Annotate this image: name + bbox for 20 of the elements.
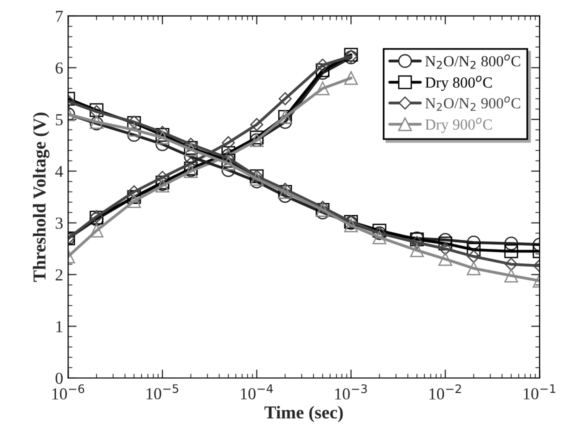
x-tick-label: 10$^{−4}$	[240, 384, 273, 400]
y-tick-label: 1	[56, 321, 62, 332]
legend-label: Dry 900$^{o}$C	[425, 118, 492, 133]
y-tick-label: 7	[56, 10, 63, 22]
y-axis-title: Threshold Voltage (V)	[32, 112, 50, 282]
y-tick-label: 5	[56, 114, 63, 126]
x-tick-label: 10$^{−1}$	[524, 384, 556, 400]
y-tick-label: 0	[56, 372, 63, 384]
y-tick-label: 2	[56, 269, 62, 280]
y-tick-label: 3	[56, 218, 63, 229]
legend-label: N$_{2}$O/N$_{2}$ 900$^{o}$C	[425, 96, 520, 111]
legend-label: N$_{2}$O/N$_{2}$ 800$^{o}$C	[425, 54, 520, 69]
x-tick-label: 10$^{−3}$	[335, 384, 367, 400]
y-tick-label: 6	[56, 62, 63, 74]
legend-label: Dry 800$^{o}$C	[425, 76, 492, 91]
y-tick-label: 4	[55, 166, 64, 177]
x-tick-label: 10$^{−2}$	[430, 384, 461, 400]
x-tick-label: 10$^{−6}$	[52, 384, 84, 400]
x-tick-label: 10$^{−5}$	[146, 384, 178, 400]
x-axis-title: Time (sec)	[264, 406, 343, 422]
